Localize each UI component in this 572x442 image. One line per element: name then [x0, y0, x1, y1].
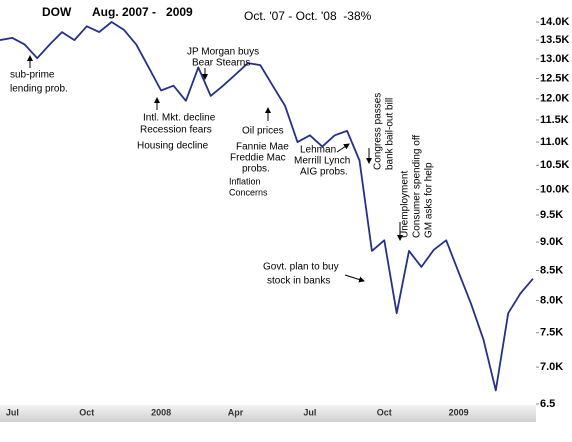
annotation: Consumer spending off: [412, 135, 423, 238]
annotation: Intl. Mkt. decline: [143, 113, 216, 124]
annotation: Lehman: [300, 145, 336, 156]
annotation: Inflation: [229, 176, 261, 186]
annotation: Freddie Mac: [230, 153, 286, 164]
y-tick-label: 11.0K: [540, 136, 569, 148]
y-tick-label: 7.5K: [540, 327, 563, 339]
x-tick-label: Oct: [377, 407, 392, 417]
y-tick-label: 6.5: [540, 398, 555, 410]
annotation: Congress passes: [373, 93, 384, 170]
annotation: stock in banks: [267, 276, 330, 287]
chart-title: DOW: [42, 5, 72, 19]
y-tick-label: 7.0K: [540, 361, 563, 373]
annotation: Housing decline: [137, 141, 209, 152]
annotation: Merrill Lynch: [294, 156, 350, 167]
y-tick-label: 9.5K: [540, 209, 563, 221]
y-tick-label: 13.5K: [540, 34, 569, 46]
annotation: Concerns: [229, 187, 268, 197]
y-tick-label: 14.0K: [540, 16, 569, 28]
y-tick-label: 8.0K: [540, 295, 563, 307]
annotation: Oil prices: [242, 126, 284, 137]
annotation: JP Morgan buys: [187, 47, 259, 58]
x-tick-label: 2009: [449, 407, 469, 417]
y-tick-label: 11.5K: [540, 114, 569, 126]
annotation: bank bail-out bill: [385, 98, 396, 170]
annotation: Recession fears: [140, 125, 212, 136]
y-tick-label: 9.0K: [540, 236, 563, 248]
chart-note: Oct. '07 - Oct. '08 -38%: [244, 9, 372, 23]
annotation: Bear Stearns: [192, 58, 250, 69]
annotation: Govt. plan to buy: [263, 262, 339, 273]
annotation: Unemployment: [400, 171, 411, 238]
y-tick-label: 12.5K: [540, 72, 569, 84]
annotation: lending prob.: [10, 84, 68, 95]
annotation: sub-prime: [10, 70, 55, 81]
x-tick-label: Apr: [228, 407, 244, 417]
y-tick-label: 10.5K: [540, 159, 569, 171]
x-tick-label: Oct: [79, 407, 94, 417]
chart-subtitle: Aug. 2007 - 2009: [92, 5, 193, 19]
x-axis-band: [0, 405, 536, 422]
annotation: probs.: [242, 164, 270, 175]
annotation: Fannie Mae: [236, 142, 289, 153]
y-tick-label: 10.0K: [540, 183, 569, 195]
y-tick-label: 8.5K: [540, 264, 563, 276]
x-tick-label: 2008: [151, 407, 171, 417]
line-series: [0, 21, 534, 392]
y-tick-label: 12.0K: [540, 93, 569, 105]
x-tick-label: Jul: [303, 407, 316, 417]
x-tick-label: Jul: [6, 407, 19, 417]
annotation: GM asks for help: [424, 162, 435, 238]
annotation: AIG probs.: [300, 167, 348, 178]
arrow: [336, 143, 350, 153]
arrow: [344, 274, 365, 283]
y-tick-label: 13.0K: [540, 53, 569, 65]
